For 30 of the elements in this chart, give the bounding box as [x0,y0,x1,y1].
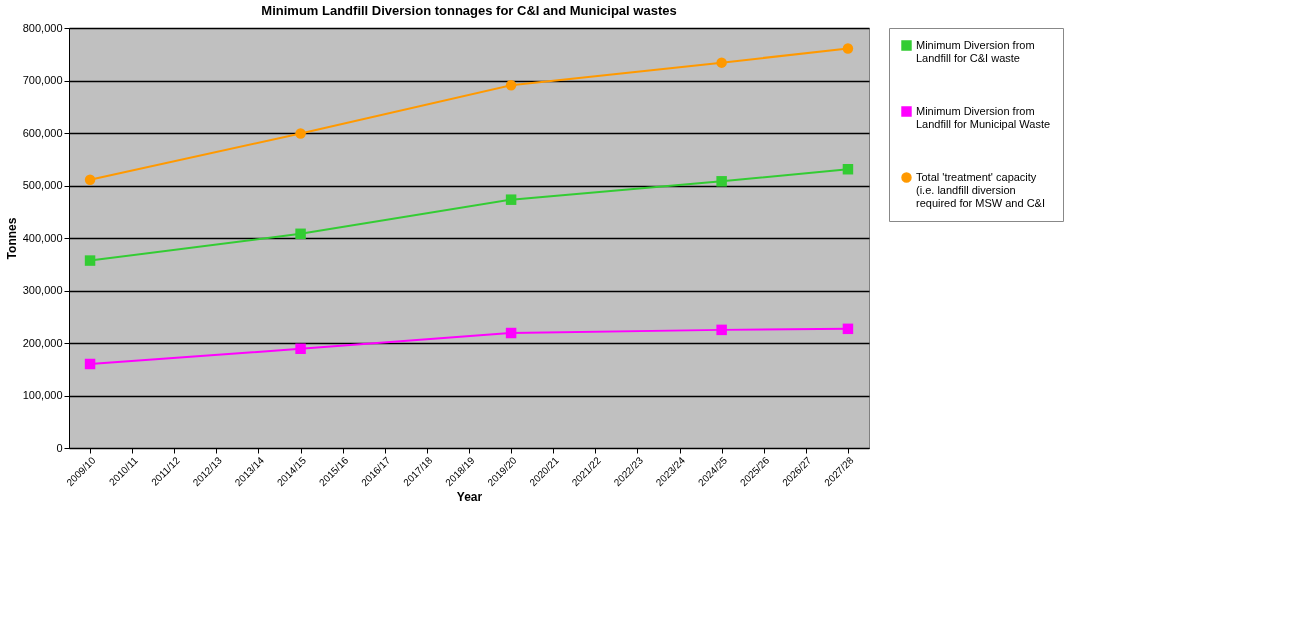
y-tick-label: 100,000 [22,389,63,401]
point [295,343,306,355]
point [505,327,517,339]
legend-label: Minimum Diversion from Landfill for Municipal Waste [916,104,1051,130]
point [84,358,96,370]
y-tick-label: 400,000 [22,231,63,244]
point [842,163,854,175]
y-tick-label: 600,000 [22,126,63,139]
point [716,57,727,68]
y-tick-label: 300,000 [22,284,63,296]
point [842,43,854,54]
point [295,228,306,240]
point [295,128,306,139]
point [716,324,727,336]
y-tick-label: 500,000 [22,179,63,191]
point [84,255,96,266]
point [505,194,517,205]
point [716,176,727,187]
point [505,79,517,91]
y-tick-label: 800,000 [22,21,63,34]
point [842,323,854,335]
y-tick-label: 0 [56,441,63,454]
y-tick-label: 700,000 [22,74,63,86]
y-axis-title: Tonnes [4,217,19,260]
legend-label: Minimum Diversion from Landfill for C&I waste [916,38,1035,64]
y-tick-label: 200,000 [22,336,63,349]
point [84,174,96,185]
x-axis-title: Year [456,490,483,505]
chart-title: Minimum Landfill Diversion tonnages for C&I and Municipal wastes [261,3,677,18]
legend-label: Total 'treatment' capacity (i.e. landfill diversion required for MSW and C&I [916,170,1045,209]
